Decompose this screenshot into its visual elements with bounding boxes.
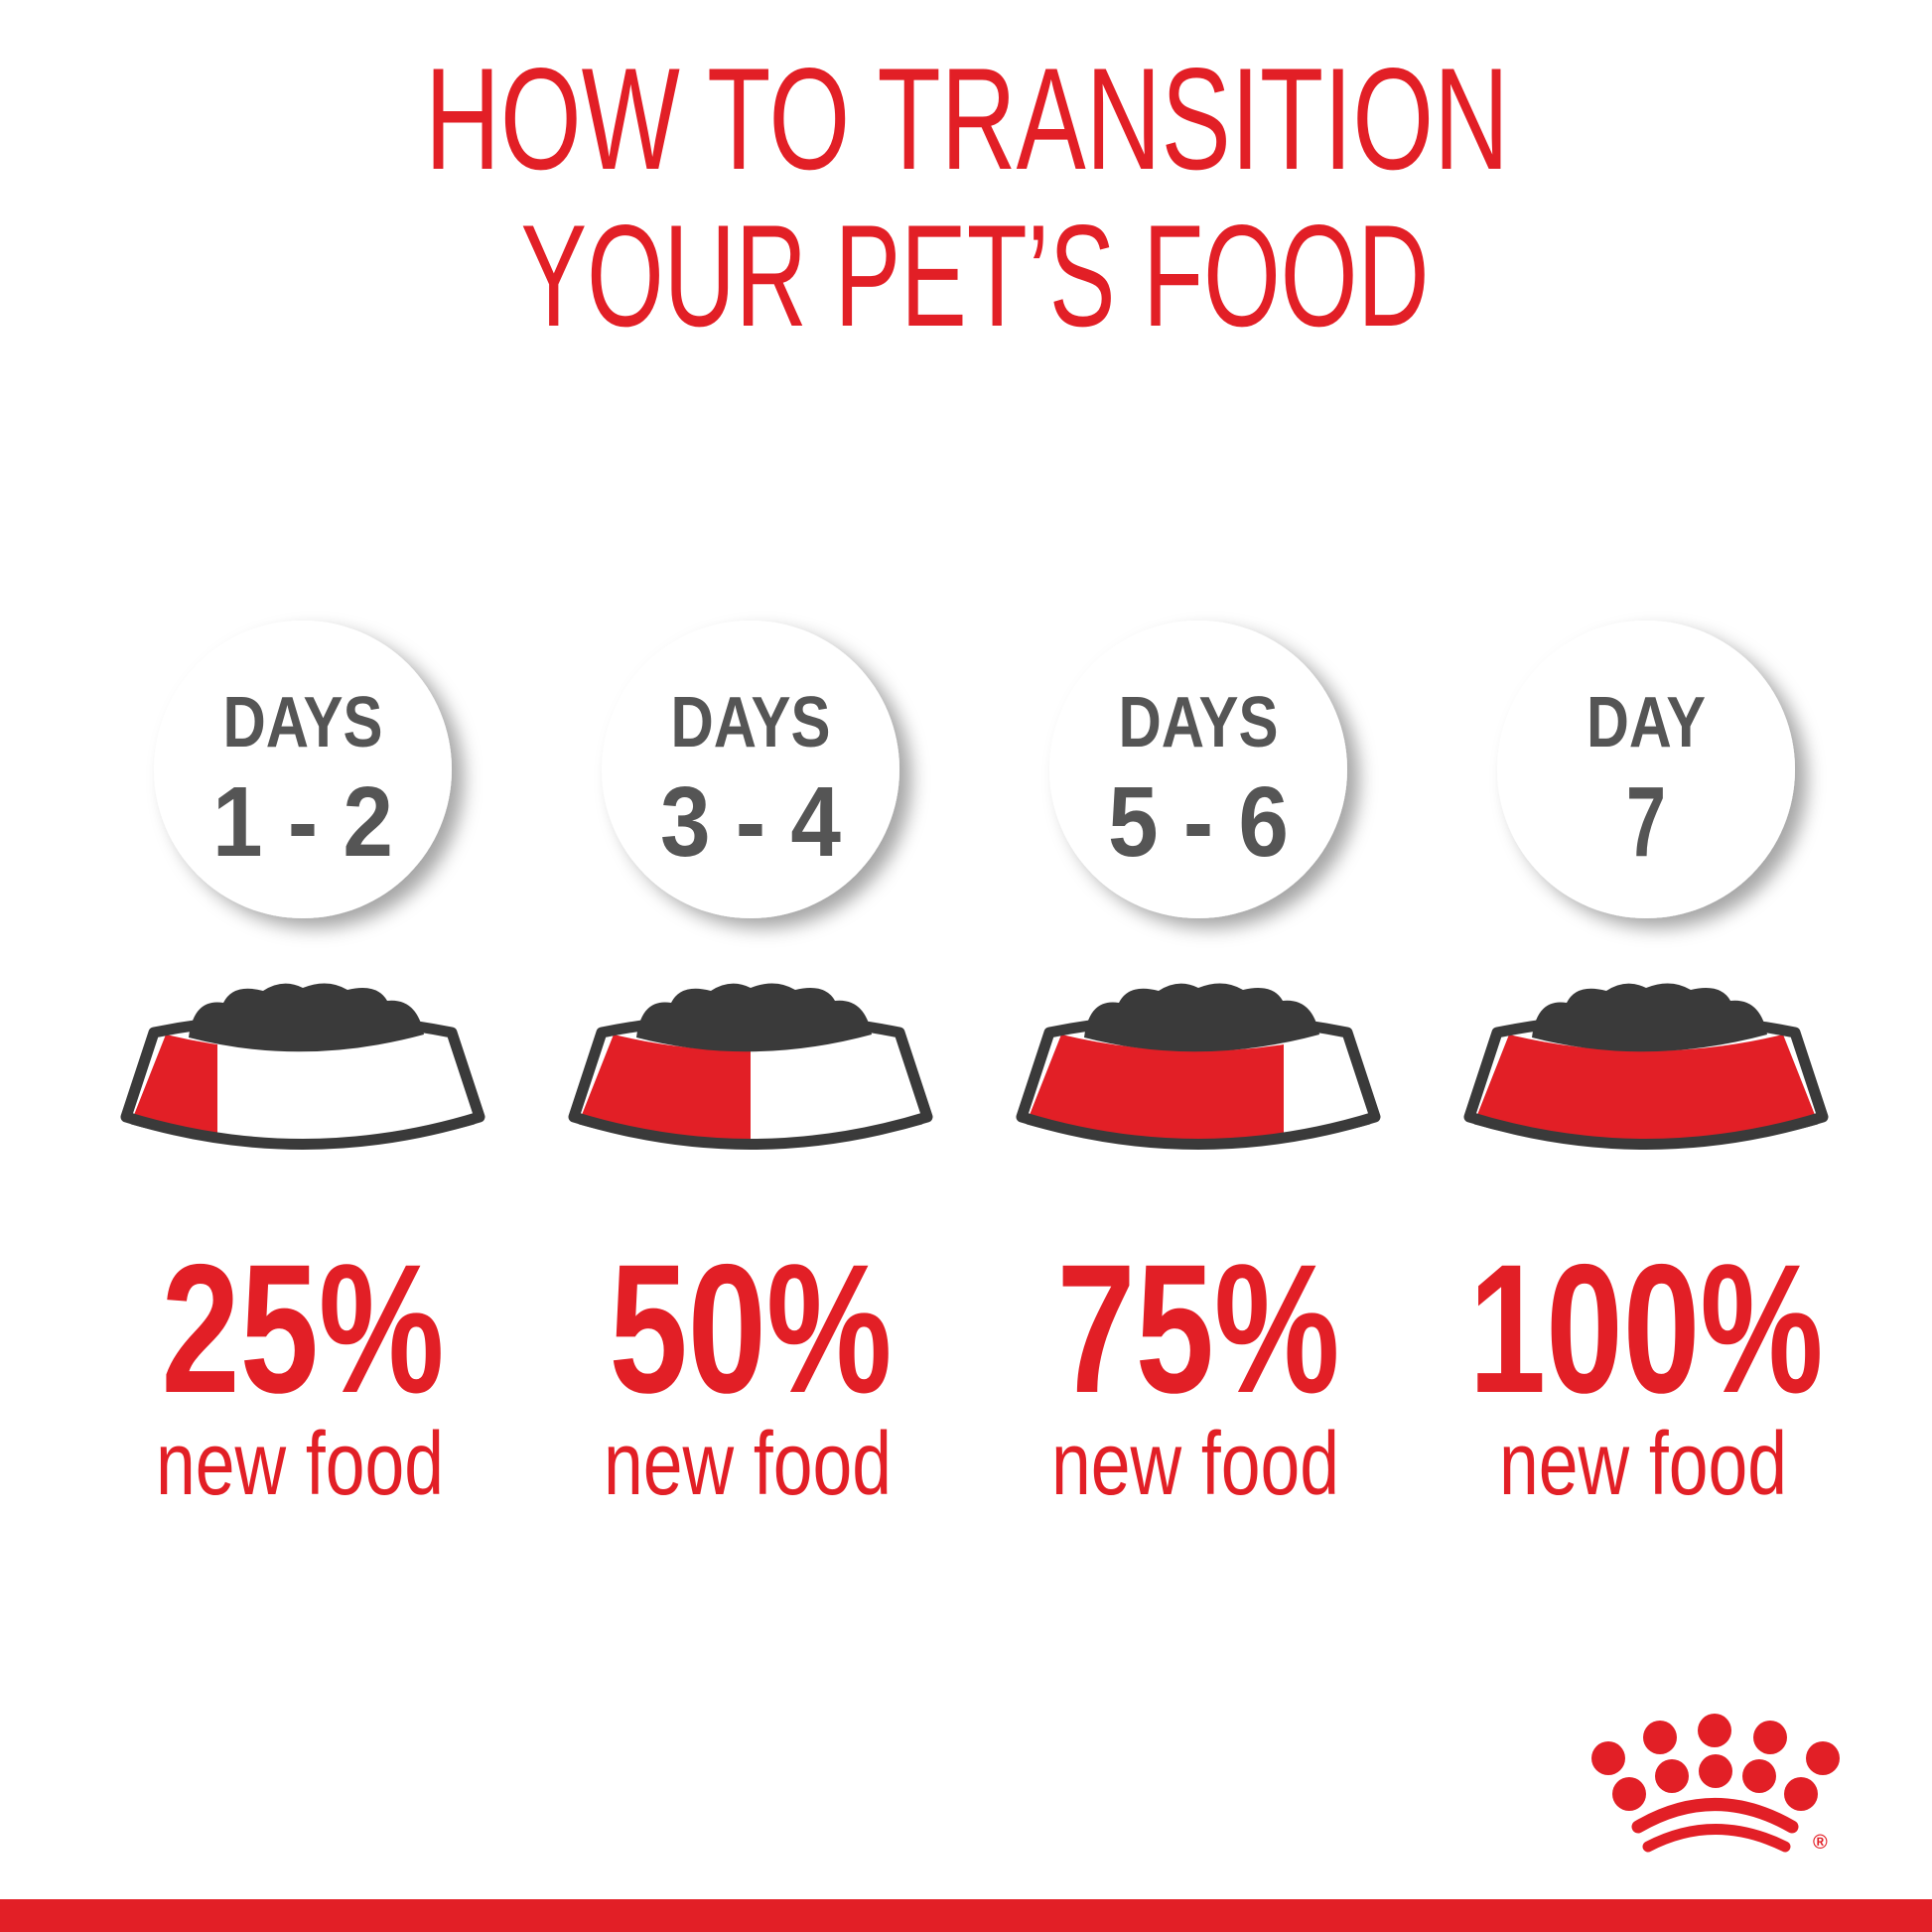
percent-value: 50% [610, 1227, 893, 1432]
percent-value: 25% [162, 1227, 445, 1432]
new-food-portion [132, 1035, 217, 1146]
caption: new food [604, 1415, 892, 1514]
day-circle [154, 621, 452, 918]
percent-value: 75% [1057, 1227, 1340, 1432]
food-bowl-icon [1463, 983, 1829, 1150]
day-circle [1049, 621, 1347, 918]
day-label: DAYS [223, 683, 383, 762]
crown-logo-icon: ® [1591, 1714, 1840, 1854]
page-title-line1: HOW TO TRANSITION [425, 38, 1509, 200]
day-label: DAY [1587, 683, 1706, 762]
day-circle [602, 621, 899, 918]
food-bowl-icon [1016, 983, 1381, 1150]
page-title-line2: YOUR PET’S FOOD [521, 195, 1430, 356]
bottom-bar [0, 1899, 1932, 1932]
day-label: DAYS [1119, 683, 1279, 762]
food-bowl-icon [568, 983, 933, 1150]
day-label: DAYS [671, 683, 831, 762]
registered-mark: ® [1813, 1832, 1828, 1854]
day-range: 5 - 6 [1108, 766, 1289, 878]
food-bowl-icon [120, 983, 485, 1150]
day-range: 3 - 4 [660, 766, 841, 878]
food-mound [636, 983, 872, 1052]
food-mound [189, 983, 424, 1052]
caption: new food [1051, 1415, 1339, 1514]
new-food-portion [1475, 1035, 1817, 1146]
day-range: 1 - 2 [212, 766, 393, 878]
food-mound [1532, 983, 1767, 1052]
day-range: 7 [1626, 766, 1666, 878]
percent-value: 100% [1469, 1227, 1824, 1432]
caption: new food [1499, 1415, 1787, 1514]
day-circle [1497, 621, 1795, 918]
food-mound [1084, 983, 1319, 1052]
caption: new food [156, 1415, 444, 1514]
